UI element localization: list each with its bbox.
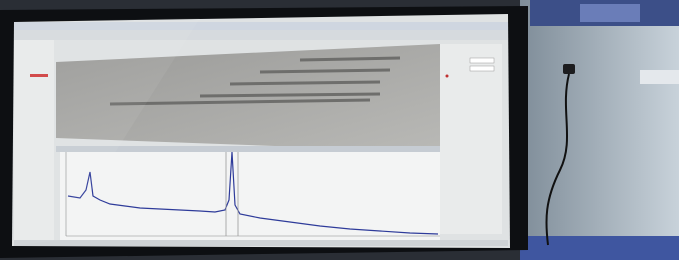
status-bar — [14, 240, 508, 246]
photo — [0, 0, 679, 260]
back-monitor-screen — [580, 4, 640, 22]
input-box — [470, 58, 494, 63]
lower-screen — [520, 236, 679, 260]
page — [0, 0, 679, 260]
socket-plate — [640, 70, 679, 84]
input-box — [470, 66, 494, 71]
control-panel — [440, 44, 502, 234]
wall — [520, 0, 679, 260]
radio — [446, 75, 449, 78]
plot-area — [60, 152, 440, 240]
plug — [563, 64, 575, 74]
